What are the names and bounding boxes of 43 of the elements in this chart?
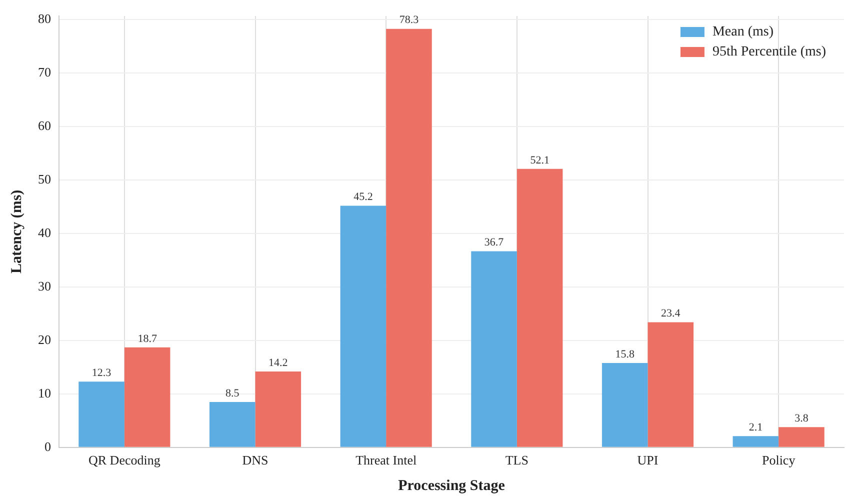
x-tick-label: QR Decoding: [88, 452, 161, 468]
bar: [602, 362, 648, 447]
bar: [340, 206, 386, 447]
y-tick-label: 40: [38, 224, 51, 240]
bar: [732, 436, 779, 447]
data-label: 18.7: [138, 332, 158, 345]
x-tick-label: TLS: [505, 452, 528, 468]
y-tick-label: 30: [38, 278, 51, 294]
bar: [471, 251, 517, 447]
bar: [255, 371, 302, 447]
y-tick-label: 0: [44, 438, 51, 454]
x-tick-label: Threat Intel: [356, 452, 417, 468]
data-label: 23.4: [661, 308, 681, 320]
y-tick-label: 60: [38, 118, 51, 134]
data-label: 52.1: [530, 154, 550, 166]
x-tick-label: Policy: [762, 452, 796, 468]
y-tick-label: 20: [38, 332, 51, 347]
bar: [648, 322, 694, 447]
bar: [209, 402, 256, 447]
bar: [516, 168, 563, 447]
data-label: 45.2: [354, 191, 373, 204]
y-axis-title: Latency (ms): [8, 190, 25, 274]
y-tick-label: 10: [38, 385, 51, 400]
data-label: 15.8: [615, 348, 635, 360]
bar: [78, 382, 124, 447]
y-tick-label: 80: [38, 11, 51, 26]
data-label: 2.1: [748, 422, 763, 434]
data-label: 8.5: [225, 387, 240, 400]
legend-label: Mean (ms): [712, 24, 774, 40]
x-axis-title: Processing Stage: [398, 478, 506, 494]
data-label: 14.2: [268, 356, 288, 369]
bar: [124, 347, 170, 447]
y-tick-label: 70: [38, 64, 51, 80]
x-tick-label: DNS: [242, 452, 268, 468]
data-label: 36.7: [484, 236, 504, 249]
data-label: 12.3: [92, 367, 112, 380]
bar: [778, 427, 824, 447]
bar: [386, 28, 432, 447]
data-label: 78.3: [399, 14, 420, 26]
x-tick-label: UPI: [637, 452, 658, 468]
legend-label: 95th Percentile (ms): [712, 44, 826, 60]
data-label: 3.8: [794, 412, 809, 424]
y-tick-label: 50: [38, 172, 51, 187]
